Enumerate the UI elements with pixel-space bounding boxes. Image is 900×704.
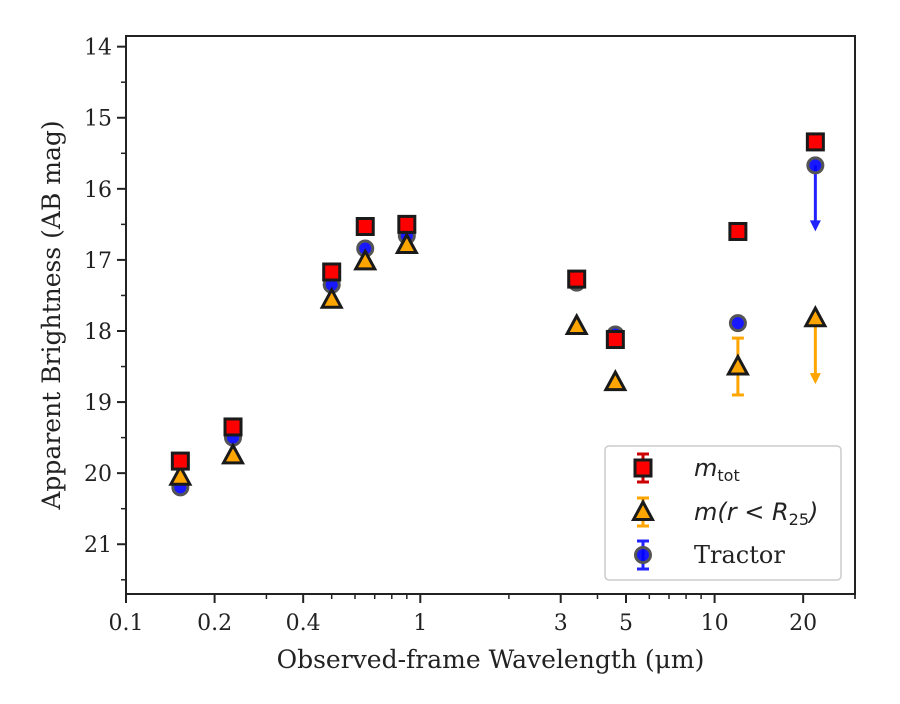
point-mr25-6 <box>603 369 628 392</box>
point-mtot-3 <box>355 217 375 237</box>
point-mtot-7 <box>728 221 748 241</box>
point-mr25-8 <box>803 305 828 328</box>
y-tick-label-3: 17 <box>84 249 112 274</box>
x-tick-label-2: 0.4 <box>286 611 321 636</box>
plot-frame <box>125 35 856 595</box>
point-tractor-7 <box>728 314 747 333</box>
y-tick-label-7: 21 <box>84 533 112 558</box>
point-mtot-8 <box>805 132 825 152</box>
point-mtot-5 <box>567 269 587 289</box>
point-mtot-4 <box>397 214 417 234</box>
legend-item-mtot: mtot <box>633 452 740 485</box>
upper-limit-arrow-tractor-8 <box>809 165 821 232</box>
x-tick-label-4: 3 <box>554 611 568 636</box>
series-mtot <box>170 132 825 471</box>
legend-label-tractor: Tractor <box>694 541 785 569</box>
legend-marker-mr25 <box>630 498 656 521</box>
point-mr25-2 <box>319 286 344 309</box>
point-mtot-6 <box>605 330 625 350</box>
point-mr25-0 <box>168 463 193 486</box>
x-tick-label-5: 5 <box>619 611 633 636</box>
legend-box <box>604 445 842 581</box>
point-mtot-2 <box>322 262 342 282</box>
point-mr25-3 <box>353 248 378 271</box>
y-axis-label: Apparent Brightness (AB mag) <box>37 120 66 510</box>
x-tick-label-0: 0.1 <box>109 611 144 636</box>
legend-item-tractor: Tractor <box>634 539 785 571</box>
x-tick-label-1: 0.2 <box>197 611 232 636</box>
y-tick-label-6: 20 <box>84 462 112 487</box>
x-axis-label: Observed-frame Wavelength (μm) <box>277 645 705 674</box>
series-mr25 <box>168 231 828 486</box>
y-tick-label-2: 16 <box>84 178 112 203</box>
y-tick-label-4: 18 <box>84 320 112 345</box>
x-tick-label-3: 1 <box>413 611 427 636</box>
legend-marker-tractor <box>634 546 652 564</box>
legend-item-mr25: m(r < R25) <box>630 496 818 529</box>
x-tick-label-7: 20 <box>789 611 817 636</box>
point-mr25-7 <box>725 353 750 376</box>
x-tick-label-6: 10 <box>701 611 729 636</box>
point-tractor-8 <box>806 156 825 175</box>
point-mr25-4 <box>394 231 419 254</box>
y-tick-label-0: 14 <box>84 36 112 61</box>
y-tick-label-1: 15 <box>84 107 112 132</box>
point-mr25-1 <box>220 442 246 465</box>
point-mr25-5 <box>564 312 589 336</box>
y-tick-label-5: 19 <box>84 391 112 416</box>
point-mtot-0 <box>170 451 190 471</box>
legend-label-mtot: mtot <box>694 454 740 485</box>
point-mtot-1 <box>223 417 243 437</box>
legend-marker-mtot <box>633 458 653 478</box>
legend-label-mr25: m(r < R25) <box>694 498 818 529</box>
upper-limit-arrow-mr25-8 <box>809 318 821 385</box>
